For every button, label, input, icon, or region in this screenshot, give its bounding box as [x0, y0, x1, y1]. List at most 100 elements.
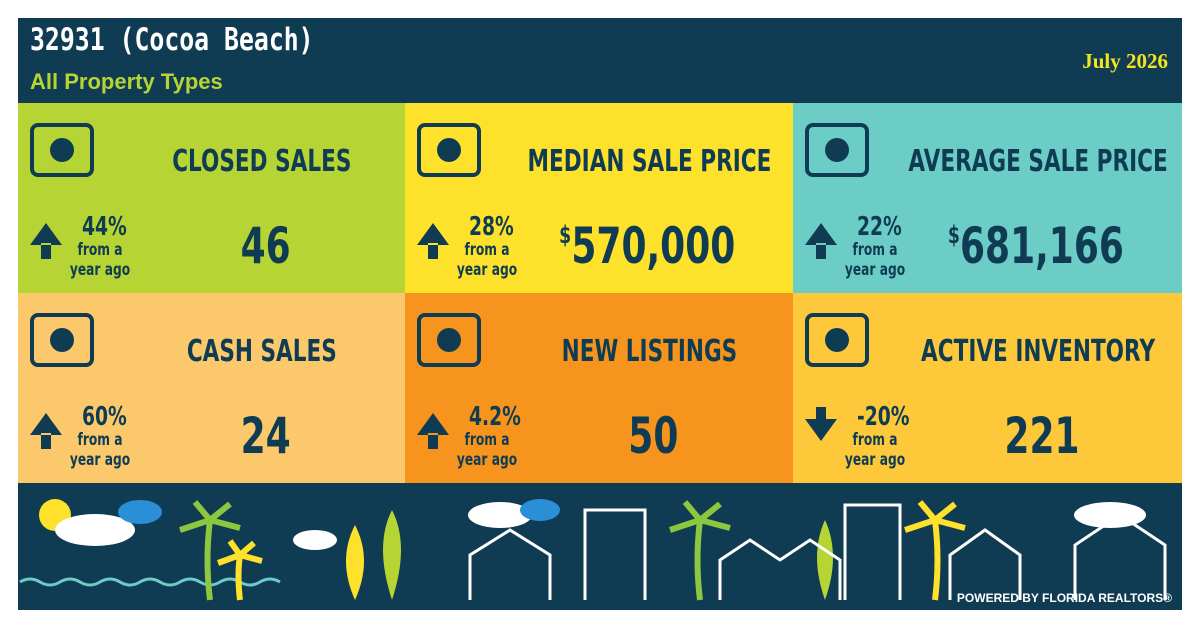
- tile-note: from a: [77, 430, 122, 450]
- tile-icon-dot: [50, 328, 74, 352]
- tile-note: year ago: [70, 260, 130, 280]
- tile-icon: [417, 313, 481, 367]
- tile-background: [18, 293, 405, 483]
- tile-label-group: CASH SALES: [187, 335, 337, 369]
- tile-change-group: 4.2%: [469, 402, 521, 432]
- tile-label: ACTIVE INVENTORY: [921, 335, 1156, 369]
- tile-change: 4.2%: [469, 402, 521, 432]
- tile-label-group: AVERAGE SALE PRICE: [908, 145, 1167, 179]
- tile-icon: [805, 123, 869, 177]
- tile-note-group: year ago: [845, 260, 905, 280]
- tile-label: AVERAGE SALE PRICE: [908, 145, 1167, 179]
- tile-value: 24: [241, 408, 291, 465]
- tile-note-group: from a: [852, 430, 897, 450]
- tile-currency: $: [559, 221, 571, 249]
- scene: [19, 499, 1167, 601]
- trend-arrow: [805, 223, 837, 259]
- tile-label-group: NEW LISTINGS: [562, 335, 738, 369]
- title-group: 32931 (Cocoa Beach): [30, 21, 314, 57]
- tile-note-group: year ago: [457, 260, 517, 280]
- tile-label: NEW LISTINGS: [562, 335, 738, 369]
- tile-value: 570,000: [571, 218, 735, 275]
- tile-value: 46: [241, 218, 291, 275]
- tile-icon-dot: [825, 138, 849, 162]
- tile-value: 221: [1004, 408, 1079, 465]
- tile-note: from a: [852, 240, 897, 260]
- tile-label-group: MEDIAN SALE PRICE: [528, 145, 772, 179]
- tile-note-group: year ago: [845, 450, 905, 470]
- tile-icon-dot: [437, 328, 461, 352]
- tile-note-group: from a: [852, 240, 897, 260]
- tile-change: 28%: [469, 212, 514, 242]
- trend-arrow: [805, 407, 837, 441]
- tile-label: MEDIAN SALE PRICE: [528, 145, 772, 179]
- tile-note: from a: [464, 240, 509, 260]
- tile-icon: [805, 313, 869, 367]
- tile-note: year ago: [70, 450, 130, 470]
- tree: [346, 525, 364, 600]
- tile-label: CLOSED SALES: [172, 145, 351, 179]
- tile-value-group: 681,166: [960, 218, 1124, 275]
- tile-icon-dot: [437, 138, 461, 162]
- tile-icon: [417, 123, 481, 177]
- cloud: [118, 500, 162, 524]
- trend-arrow: [417, 413, 449, 449]
- tile-label-group: ACTIVE INVENTORY: [921, 335, 1156, 369]
- tile-background: [18, 103, 405, 293]
- tile-note-group: from a: [77, 430, 122, 450]
- tile-change-group: 60%: [82, 402, 127, 432]
- tile-note-group: from a: [464, 240, 509, 260]
- tile-value-group: 221: [1004, 408, 1079, 465]
- palms: [179, 500, 966, 601]
- tile-note-group: from a: [464, 430, 509, 450]
- tile-note: year ago: [457, 260, 517, 280]
- cloud: [55, 514, 135, 546]
- title: 32931 (Cocoa Beach): [30, 21, 314, 57]
- tile-currency-group: $: [948, 221, 960, 249]
- tile-note-group: year ago: [70, 450, 130, 470]
- tile-icon-dot: [825, 328, 849, 352]
- tile-value: 50: [628, 408, 678, 465]
- tile-change-group: 44%: [82, 212, 127, 242]
- cloud: [520, 499, 560, 521]
- tile-background: [793, 293, 1182, 483]
- tile-icon: [30, 313, 94, 367]
- tree: [383, 510, 401, 600]
- tile-background: [405, 293, 793, 483]
- tile-note: year ago: [845, 260, 905, 280]
- tile-change: -20%: [857, 402, 910, 432]
- tile-value: 681,166: [960, 218, 1124, 275]
- tile-note-group: year ago: [70, 260, 130, 280]
- trend-arrow: [417, 223, 449, 259]
- tile-change: 22%: [857, 212, 902, 242]
- date: July 2026: [1082, 49, 1168, 73]
- tree: [817, 520, 833, 600]
- tile-note: year ago: [845, 450, 905, 470]
- tile-note: from a: [77, 240, 122, 260]
- tile-change-group: -20%: [857, 402, 910, 432]
- tile-note-group: year ago: [457, 450, 517, 470]
- tile-currency-group: $: [559, 221, 571, 249]
- cloud: [293, 530, 337, 550]
- tile-value-group: 570,000: [571, 218, 735, 275]
- tile-value-group: 50: [628, 408, 678, 465]
- tile-value-group: 24: [241, 408, 291, 465]
- tile-change-group: 28%: [469, 212, 514, 242]
- footer-credit: POWERED BY FLORIDA REALTORS®: [957, 591, 1172, 605]
- tile-background: [793, 103, 1182, 293]
- tile-note: year ago: [457, 450, 517, 470]
- tile-value-group: 46: [241, 218, 291, 275]
- trend-arrow: [30, 223, 62, 259]
- subtitle: All Property Types: [30, 69, 223, 94]
- tile-label-group: CLOSED SALES: [172, 145, 351, 179]
- tile-icon-dot: [50, 138, 74, 162]
- tile-currency: $: [948, 221, 960, 249]
- tile-label: CASH SALES: [187, 335, 337, 369]
